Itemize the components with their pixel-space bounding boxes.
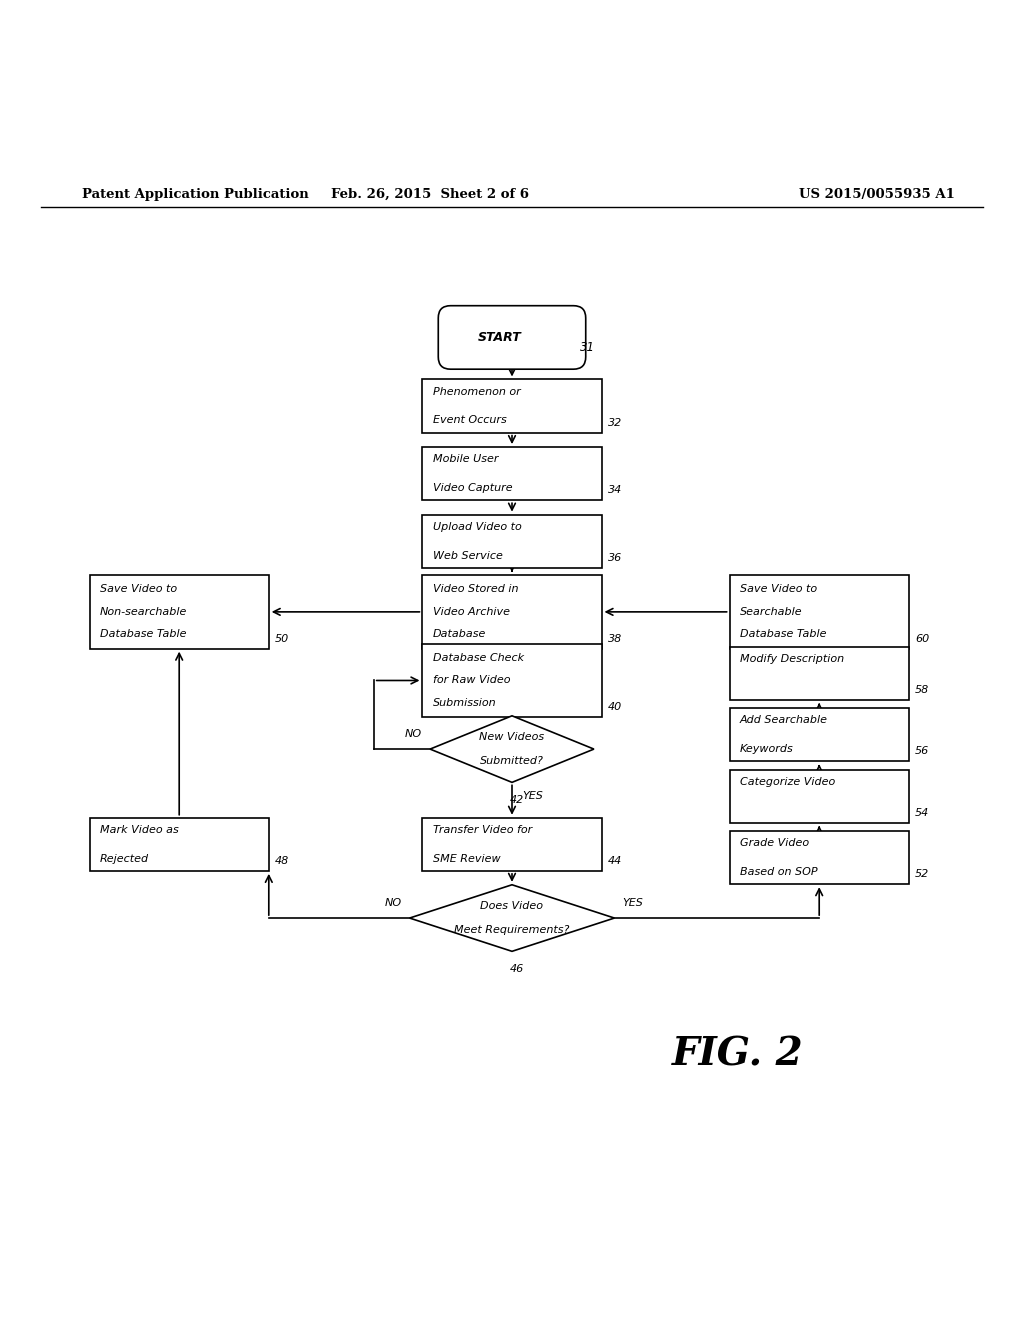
Text: US 2015/0055935 A1: US 2015/0055935 A1 <box>799 187 954 201</box>
Text: 42: 42 <box>510 795 524 805</box>
Text: 50: 50 <box>274 634 289 644</box>
Text: 60: 60 <box>915 634 929 644</box>
Text: Video Archive: Video Archive <box>432 607 510 616</box>
Bar <box>729 770 909 822</box>
Text: 52: 52 <box>915 869 929 879</box>
Text: 56: 56 <box>915 746 929 756</box>
Text: Submitted?: Submitted? <box>480 756 544 767</box>
Text: Non-searchable: Non-searchable <box>99 607 187 616</box>
Text: Rejected: Rejected <box>99 854 148 863</box>
Bar <box>90 576 268 648</box>
Text: Grade Video: Grade Video <box>739 838 809 849</box>
Bar <box>422 447 601 500</box>
Text: Database Check: Database Check <box>432 653 523 663</box>
Bar <box>422 576 601 648</box>
Text: Database: Database <box>432 630 486 639</box>
Text: Video Stored in: Video Stored in <box>432 585 518 594</box>
Text: Database Table: Database Table <box>739 630 826 639</box>
Bar <box>422 644 601 717</box>
FancyBboxPatch shape <box>438 306 586 370</box>
Text: START: START <box>478 331 521 345</box>
Text: FIG. 2: FIG. 2 <box>672 1035 803 1073</box>
Text: Feb. 26, 2015  Sheet 2 of 6: Feb. 26, 2015 Sheet 2 of 6 <box>331 187 529 201</box>
Text: Video Capture: Video Capture <box>432 483 512 492</box>
Text: 44: 44 <box>608 855 622 866</box>
Text: 36: 36 <box>608 553 622 562</box>
Text: Keywords: Keywords <box>739 744 794 754</box>
Text: 34: 34 <box>608 486 622 495</box>
Bar <box>729 576 909 648</box>
Text: Searchable: Searchable <box>739 607 803 616</box>
Bar <box>729 832 909 884</box>
Text: SME Review: SME Review <box>432 854 501 863</box>
Text: Upload Video to: Upload Video to <box>432 521 521 532</box>
Text: 48: 48 <box>274 855 289 866</box>
Bar <box>422 379 601 433</box>
Text: 32: 32 <box>608 417 622 428</box>
Bar <box>729 647 909 700</box>
Text: 31: 31 <box>580 341 595 354</box>
Text: NO: NO <box>384 898 401 908</box>
Text: YES: YES <box>522 791 543 800</box>
Text: 46: 46 <box>510 964 524 974</box>
Text: Mobile User: Mobile User <box>432 454 498 465</box>
Bar <box>90 817 268 871</box>
Text: Phenomenon or: Phenomenon or <box>432 387 520 397</box>
Text: Web Service: Web Service <box>432 550 503 561</box>
Text: NO: NO <box>404 729 422 739</box>
Bar <box>422 515 601 568</box>
Text: Event Occurs: Event Occurs <box>432 416 507 425</box>
Text: 40: 40 <box>608 702 622 713</box>
Text: 58: 58 <box>915 685 929 694</box>
Text: Save Video to: Save Video to <box>739 585 817 594</box>
Text: Does Video: Does Video <box>480 900 544 911</box>
Bar <box>422 817 601 871</box>
Text: Meet Requirements?: Meet Requirements? <box>455 925 569 936</box>
Polygon shape <box>430 715 594 783</box>
Polygon shape <box>410 884 614 952</box>
Text: Modify Description: Modify Description <box>739 653 844 664</box>
Text: Add Searchable: Add Searchable <box>739 715 827 726</box>
Text: Save Video to: Save Video to <box>99 585 177 594</box>
Text: 38: 38 <box>608 634 622 644</box>
Text: Submission: Submission <box>432 698 497 708</box>
Text: Mark Video as: Mark Video as <box>99 825 178 836</box>
Text: Patent Application Publication: Patent Application Publication <box>82 187 308 201</box>
Bar <box>729 708 909 762</box>
Text: for Raw Video: for Raw Video <box>432 676 510 685</box>
Text: Database Table: Database Table <box>99 630 186 639</box>
Text: New Videos: New Videos <box>479 731 545 742</box>
Text: Based on SOP: Based on SOP <box>739 867 817 876</box>
Text: YES: YES <box>623 898 643 908</box>
Text: Transfer Video for: Transfer Video for <box>432 825 531 836</box>
Text: Categorize Video: Categorize Video <box>739 777 836 787</box>
Text: 54: 54 <box>915 808 929 817</box>
